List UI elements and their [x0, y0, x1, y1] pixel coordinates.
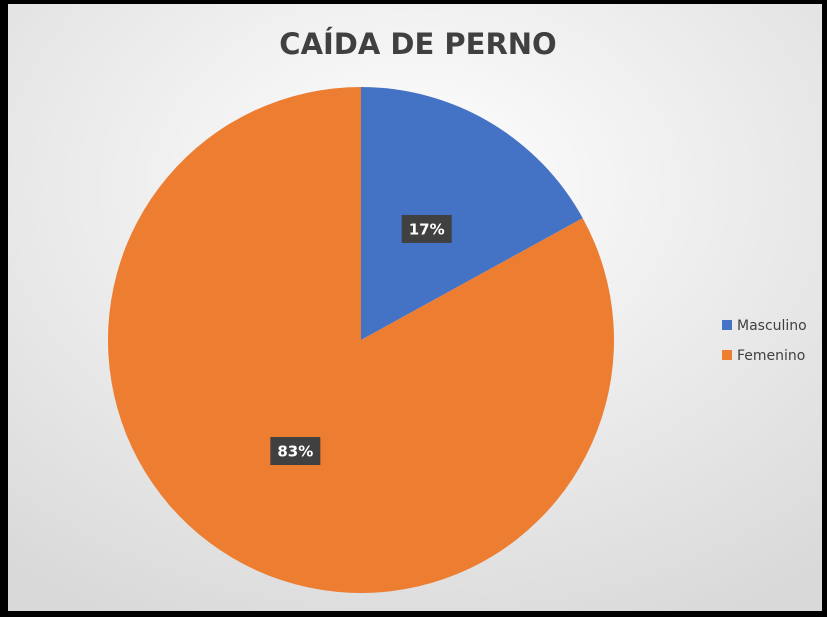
legend-label: Femenino	[737, 348, 805, 364]
legend-swatch	[722, 350, 732, 360]
data-label: 17%	[409, 220, 445, 238]
pie-slice	[361, 87, 583, 340]
legend-label: Masculino	[737, 318, 807, 334]
chart-title: CAÍDA DE PERNO	[279, 27, 556, 61]
legend-swatch	[722, 320, 732, 330]
data-label: 83%	[277, 443, 313, 461]
data-label-box	[401, 214, 452, 243]
data-label-box	[270, 437, 321, 466]
pie-slice	[107, 87, 614, 593]
